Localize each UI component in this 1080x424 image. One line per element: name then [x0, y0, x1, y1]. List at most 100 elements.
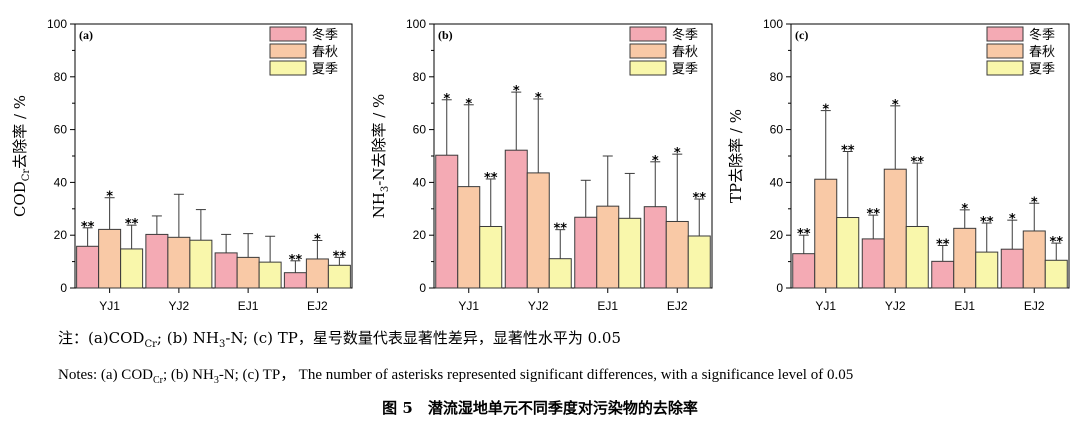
- bar: [526, 172, 550, 289]
- bar: [258, 261, 282, 289]
- x-tick-label: EJ1: [238, 299, 259, 313]
- y-axis-label: TP去除率 / %: [727, 109, 745, 203]
- y-tick-label: 80: [770, 70, 784, 84]
- bar: [189, 239, 213, 289]
- bar: [931, 260, 955, 289]
- bar: [145, 233, 169, 289]
- x-tick-label: EJ1: [597, 299, 618, 313]
- significance-mark: **: [692, 191, 706, 206]
- significance-mark: **: [980, 215, 994, 230]
- bar: [618, 217, 642, 289]
- note-english: Notes: (a) CODCr; (b) NH3-N; (c) TP， The…: [58, 367, 854, 386]
- bar: [548, 258, 572, 289]
- y-tick-label: 20: [54, 228, 68, 242]
- bar: [283, 272, 307, 289]
- significance-mark: *: [314, 232, 321, 247]
- significance-mark: *: [892, 98, 899, 113]
- legend-swatch: [269, 60, 307, 76]
- y-tick-label: 60: [54, 123, 68, 137]
- significance-mark: *: [652, 154, 659, 169]
- bar: [76, 245, 100, 289]
- bar: [1000, 248, 1024, 289]
- significance-mark: **: [125, 217, 139, 232]
- significance-mark: *: [513, 84, 520, 99]
- y-tick-label: 80: [413, 70, 427, 84]
- legend-label: 春秋: [312, 45, 338, 60]
- x-tick-label: YJ2: [169, 299, 190, 313]
- bar: [1044, 259, 1068, 289]
- x-tick-label: EJ2: [1024, 299, 1045, 313]
- y-tick-label: 60: [413, 123, 427, 137]
- significance-mark: *: [443, 92, 450, 107]
- bar: [457, 186, 481, 289]
- x-tick-label: YJ1: [99, 299, 120, 313]
- figure-title: 图 5 潜流湿地单元不同季度对污染物的去除率: [382, 399, 698, 417]
- x-tick-label: YJ1: [458, 299, 479, 313]
- significance-mark: **: [81, 220, 95, 235]
- legend-swatch: [269, 26, 307, 42]
- legend-swatch: [629, 26, 667, 42]
- y-tick-label: 60: [770, 123, 784, 137]
- legend-label: 春秋: [672, 45, 698, 60]
- y-tick-label: 20: [770, 228, 784, 242]
- bar: [327, 264, 351, 289]
- bar: [98, 228, 122, 289]
- y-tick-label: 0: [419, 281, 426, 295]
- x-tick-label: YJ2: [528, 299, 549, 313]
- x-tick-label: EJ2: [667, 299, 688, 313]
- bar: [953, 227, 977, 289]
- significance-mark: **: [841, 144, 855, 159]
- significance-mark: **: [484, 171, 498, 186]
- x-tick-label: YJ1: [815, 299, 836, 313]
- y-tick-label: 40: [770, 175, 784, 189]
- significance-mark: *: [106, 190, 113, 205]
- legend-swatch: [629, 60, 667, 76]
- y-tick-label: 100: [763, 17, 783, 31]
- legend-label: 冬季: [1029, 27, 1055, 43]
- y-tick-label: 40: [54, 175, 68, 189]
- bar: [883, 168, 907, 289]
- panel-label: (a): [79, 28, 93, 42]
- bar: [1022, 230, 1046, 289]
- significance-mark: *: [961, 202, 968, 217]
- legend-swatch: [269, 43, 307, 59]
- bar: [665, 220, 689, 289]
- y-tick-label: 0: [60, 281, 67, 295]
- y-tick-label: 80: [54, 70, 68, 84]
- significance-mark: **: [866, 207, 880, 222]
- y-tick-label: 100: [406, 17, 426, 31]
- panel-label: (b): [438, 28, 453, 42]
- bar: [905, 225, 929, 289]
- legend-swatch: [629, 43, 667, 59]
- y-axis-label: NH3-N去除率 / %: [370, 94, 391, 219]
- significance-mark: **: [1049, 235, 1063, 250]
- bar: [975, 251, 999, 289]
- x-tick-label: YJ2: [885, 299, 906, 313]
- bar: [861, 238, 885, 289]
- bar: [504, 149, 528, 289]
- significance-mark: **: [553, 222, 567, 237]
- significance-mark: *: [535, 91, 542, 106]
- bar: [574, 216, 598, 289]
- significance-mark: *: [674, 146, 681, 161]
- bar: [167, 236, 191, 289]
- legend-swatch: [986, 43, 1024, 59]
- x-tick-label: EJ2: [307, 299, 328, 313]
- x-tick-label: EJ1: [954, 299, 975, 313]
- bar: [596, 205, 620, 289]
- y-tick-label: 100: [47, 17, 67, 31]
- bar: [643, 206, 667, 289]
- significance-mark: *: [822, 103, 829, 118]
- significance-mark: *: [1031, 195, 1038, 210]
- legend-label: 春秋: [1029, 45, 1055, 60]
- y-axis-label: CODCr去除率 / %: [11, 95, 32, 217]
- significance-mark: **: [333, 249, 347, 264]
- panel-label: (c): [795, 28, 808, 42]
- bar: [236, 256, 260, 289]
- legend-swatch: [986, 26, 1024, 42]
- bar: [214, 252, 238, 289]
